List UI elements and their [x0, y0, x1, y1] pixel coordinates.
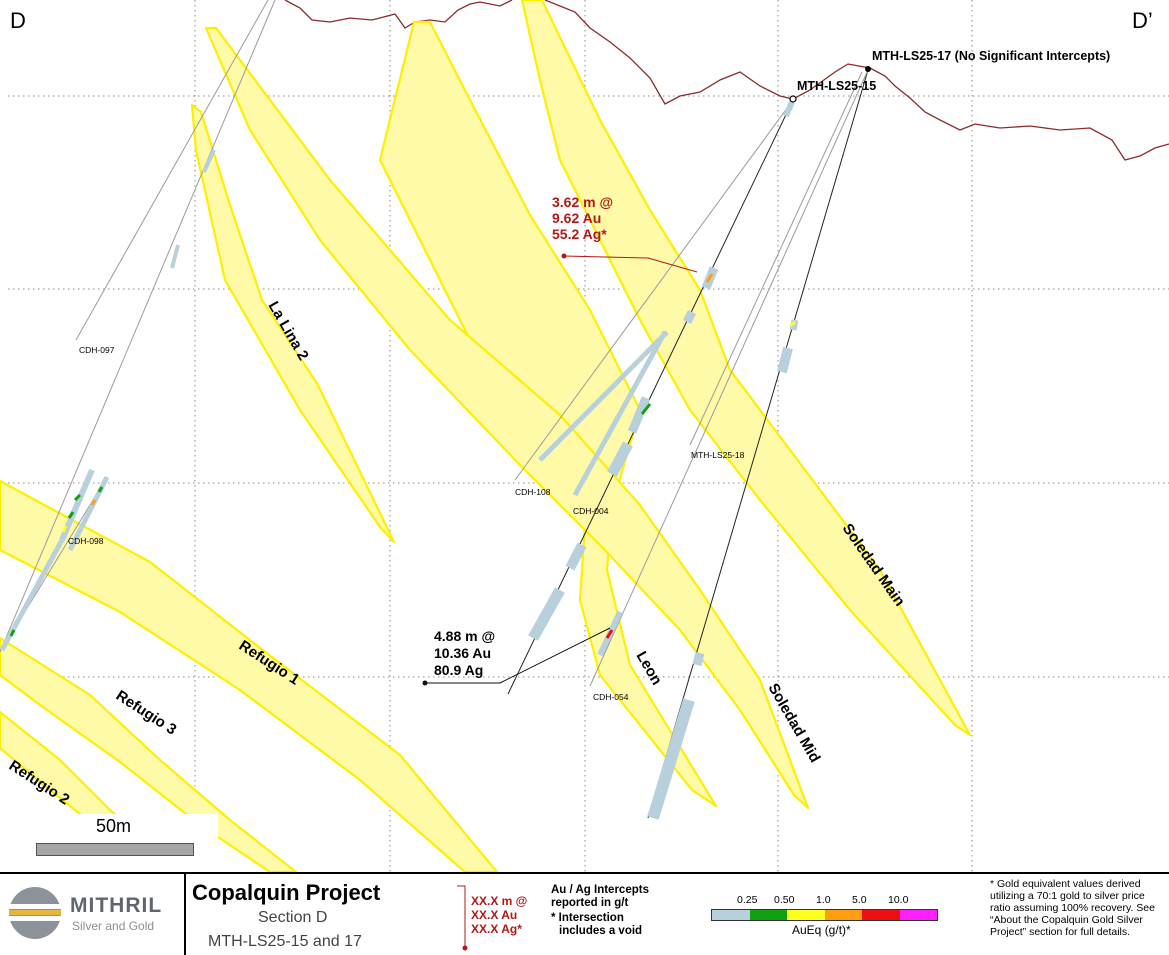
svg-text:3.62 m @: 3.62 m @ [552, 194, 613, 210]
swatch-3 [824, 910, 862, 920]
footer-title-block: MITHRIL Silver and Gold Copalquin Projec… [0, 872, 1169, 955]
aueq-scale: 0.25 0.50 1.0 5.0 10.0 AuEq (g/t)* [695, 874, 980, 955]
assay-intervals [0, 100, 799, 820]
svg-text:55.2 Ag*: 55.2 Ag* [552, 226, 607, 242]
hole-label-cdh-108: CDH-108 [515, 487, 551, 497]
hole-label-mth-ls25-18: MTH-LS25-18 [691, 450, 745, 460]
svg-text:80.9 Ag: 80.9 Ag [434, 662, 483, 678]
legend-sample: XX.X m @ XX.X Au XX.X Ag* [471, 894, 528, 936]
logo-name: MITHRIL [70, 894, 163, 917]
veins [0, 0, 972, 872]
scale-tick-2: 1.0 [816, 894, 831, 906]
project-title: Copalquin Project [192, 880, 381, 905]
collar-label-mth-ls25-15: MTH-LS25-15 [797, 79, 876, 93]
scale-tick-4: 10.0 [888, 894, 909, 906]
logo-tagline: Silver and Gold [72, 919, 155, 933]
scale-tick-3: 5.0 [852, 894, 867, 906]
scale-bar: 50m [30, 814, 218, 872]
legend-leader-icon [457, 885, 468, 951]
collar-label-mth-ls25-17: MTH-LS25-17 (No Significant Intercepts) [872, 49, 1110, 63]
scale-bar-rule [36, 843, 194, 856]
section-corner-right: D’ [1132, 8, 1153, 33]
legend-note: Au / Ag Intercepts reported in g/t * Int… [551, 884, 649, 937]
svg-text:9.62 Au: 9.62 Au [552, 210, 601, 226]
collar-mth-ls25-17 [865, 66, 871, 72]
scale-bar-label: 50m [96, 816, 132, 836]
hole-label-cdh-004: CDH-004 [573, 506, 609, 516]
footnote-box: * Gold equivalent values derived utilizi… [980, 874, 1169, 955]
vein-refugio-3 [0, 636, 298, 872]
swatch-1 [749, 910, 787, 920]
color-scale-bar [711, 909, 938, 921]
intercept-leaders [422, 253, 698, 686]
swatch-2 [787, 910, 825, 920]
svg-text:4.88 m @: 4.88 m @ [434, 628, 495, 644]
section-corner-left: D [10, 8, 26, 33]
intercept-lower: 4.88 m @ 10.36 Au 80.9 Ag [434, 628, 495, 678]
scale-tick-0: 0.25 [737, 894, 758, 906]
mithril-logo-icon [9, 887, 61, 939]
hole-label-cdh-097: CDH-097 [79, 345, 115, 355]
footnote: * Gold equivalent values derived utilizi… [990, 878, 1155, 938]
vein-soledad-mid [204, 26, 810, 810]
hole-label-cdh-098: CDH-098 [68, 536, 104, 546]
project-box: Copalquin Project Section D MTH-LS25-15 … [186, 874, 445, 955]
swatch-5 [899, 910, 937, 920]
logo-box: MITHRIL Silver and Gold [0, 874, 186, 955]
intercept-upper: 3.62 m @ 9.62 Au 55.2 Ag* [552, 194, 613, 242]
hole-label-cdh-054: CDH-054 [593, 692, 629, 702]
swatch-0 [712, 910, 750, 920]
vein-refugio-1 [0, 479, 499, 872]
topography-line [284, 0, 1169, 161]
intercept-legend: XX.X m @ XX.X Au XX.X Ag* Au / Ag Interc… [445, 874, 695, 955]
vein-soledad-main [520, 0, 972, 737]
section-name: Section D [258, 909, 328, 926]
drill-traces [0, 0, 869, 819]
collar-mth-ls25-15 [789, 95, 797, 103]
holes-line: MTH-LS25-15 and 17 [208, 933, 362, 950]
cross-section-drawing: La Lina 2 Refugio 1 Refugio 3 Refugio 2 … [0, 0, 1169, 872]
scale-title: AuEq (g/t)* [792, 923, 851, 937]
swatch-4 [862, 910, 900, 920]
scale-tick-1: 0.50 [774, 894, 795, 906]
svg-text:10.36 Au: 10.36 Au [434, 645, 491, 661]
assay-highlights [9, 273, 796, 639]
